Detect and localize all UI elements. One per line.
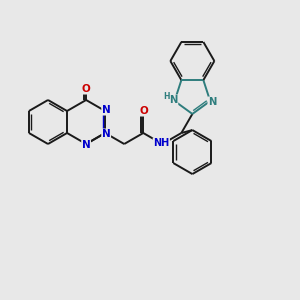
Text: N: N: [169, 95, 178, 105]
Text: N: N: [102, 105, 110, 115]
Text: N: N: [208, 97, 216, 107]
Text: N: N: [82, 140, 91, 151]
Text: O: O: [140, 106, 148, 116]
Text: O: O: [82, 84, 91, 94]
Text: H: H: [163, 92, 170, 100]
Text: NH: NH: [153, 138, 170, 148]
Text: N: N: [102, 129, 110, 139]
